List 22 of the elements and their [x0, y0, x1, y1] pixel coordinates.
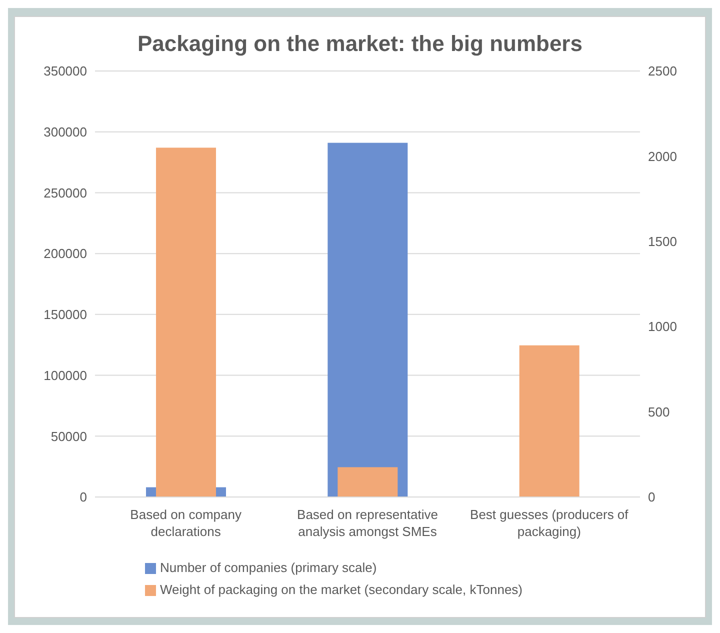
x-tick-label: Based on company declarations	[130, 506, 242, 538]
y2-tick-label: 500	[648, 404, 670, 419]
y2-tick-label: 1000	[648, 318, 677, 334]
y-tick-label: 100000	[44, 367, 87, 382]
bar	[519, 344, 580, 496]
y2-tick-label: 0	[648, 489, 656, 504]
y2-tick-label: 2000	[648, 148, 677, 164]
y2-tick-label: 1500	[648, 234, 677, 249]
bar	[338, 466, 398, 496]
y-tick-label: 250000	[44, 184, 87, 200]
y-tick-label: 50000	[50, 428, 87, 444]
y-tick-label: 200000	[44, 246, 87, 261]
y-tick-label: 150000	[44, 306, 87, 322]
chart-title: Packaging on the market: the big numbers	[136, 30, 584, 58]
x-tick-label: Best guesses (producers of packaging)	[470, 506, 629, 538]
legend-label: Weight of packaging on the market (secondary scale, kTonnes)	[160, 582, 523, 596]
y-tick-label: 0	[80, 489, 87, 504]
y-tick-label: 300000	[44, 124, 87, 139]
x-tick-label: Based on representative analysis amongst SMEs	[297, 506, 438, 538]
y2-tick-label: 2500	[648, 63, 677, 78]
y-tick-label: 350000	[44, 63, 87, 78]
legend-label: Number of companies (primary scale)	[160, 560, 377, 574]
